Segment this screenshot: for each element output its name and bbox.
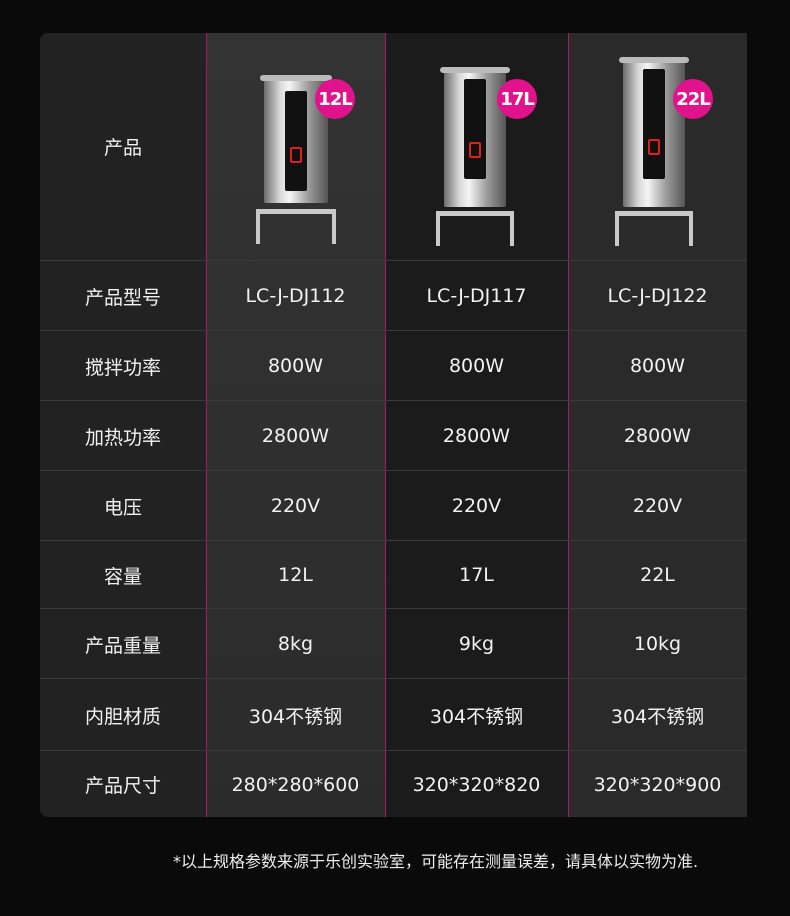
spec-value: 320*320*900 — [593, 773, 722, 796]
spec-value: 17L — [459, 564, 494, 586]
row-label: 产品型号 — [84, 286, 161, 309]
spec-value: 2800W — [261, 425, 330, 447]
kettle-image — [255, 75, 336, 244]
spec-row: 产品重量 8kg 9kg 10kg — [40, 608, 747, 679]
product-22l: 22L — [564, 33, 743, 260]
spec-row: 内胆材质 304不锈钢 304不锈钢 304不锈钢 — [40, 678, 747, 751]
footnote: *以上规格参数来源于乐创实验室，可能存在测量误差，请具体以实物为准. — [173, 852, 699, 871]
spec-value: 304不锈钢 — [429, 705, 524, 728]
spec-value: 320*320*820 — [412, 773, 541, 796]
spec-value: 22L — [640, 564, 675, 586]
spec-value: 304不锈钢 — [248, 705, 343, 728]
spec-row: 容量 12L 17L 22L — [40, 540, 747, 609]
spec-row: 产品尺寸 280*280*600 320*320*820 320*320*900 — [40, 750, 747, 817]
spec-value: 800W — [448, 355, 505, 377]
product-image-row: 产品 12L 17L — [40, 33, 747, 260]
spec-row: 产品型号 LC-J-DJ112 LC-J-DJ117 LC-J-DJ122 — [40, 260, 747, 331]
product-12l: 12L — [206, 33, 385, 260]
spec-row: 搅拌功率 800W 800W 800W — [40, 330, 747, 401]
spec-value: 12L — [278, 564, 313, 586]
spec-row: 加热功率 2800W 2800W 2800W — [40, 400, 747, 471]
spec-value: 800W — [629, 355, 686, 377]
spec-value: 2800W — [442, 425, 511, 447]
spec-value: LC-J-DJ122 — [607, 285, 708, 307]
spec-row: 电压 220V 220V 220V — [40, 470, 747, 541]
row-label: 产品 — [103, 137, 142, 159]
spec-value: 304不锈钢 — [610, 705, 705, 728]
spec-value: 220V — [632, 495, 683, 517]
product-17l: 17L — [385, 33, 564, 260]
spec-value: 220V — [270, 495, 321, 517]
row-label: 产品重量 — [84, 634, 161, 657]
row-label: 内胆材质 — [84, 705, 161, 728]
row-label: 产品尺寸 — [84, 775, 161, 797]
row-label: 搅拌功率 — [84, 356, 161, 379]
spec-value: 280*280*600 — [231, 773, 360, 796]
capacity-badge: 22L — [673, 79, 713, 119]
spec-value: LC-J-DJ112 — [245, 285, 346, 307]
spec-value: 2800W — [623, 425, 692, 447]
spec-value: 8kg — [277, 633, 314, 655]
capacity-badge: 17L — [497, 79, 537, 119]
spec-value: 10kg — [633, 633, 682, 655]
row-label: 电压 — [103, 496, 142, 519]
kettle-image — [435, 67, 514, 246]
capacity-badge: 12L — [315, 79, 355, 119]
spec-table: 产品 12L 17L — [40, 33, 747, 817]
spec-value: 220V — [451, 495, 502, 517]
kettle-image — [614, 57, 693, 246]
spec-value: LC-J-DJ117 — [426, 285, 527, 307]
spec-value: 800W — [267, 355, 324, 377]
row-label: 加热功率 — [84, 426, 161, 449]
label-column — [40, 33, 206, 817]
row-label: 容量 — [103, 565, 142, 588]
spec-value: 9kg — [458, 633, 495, 655]
